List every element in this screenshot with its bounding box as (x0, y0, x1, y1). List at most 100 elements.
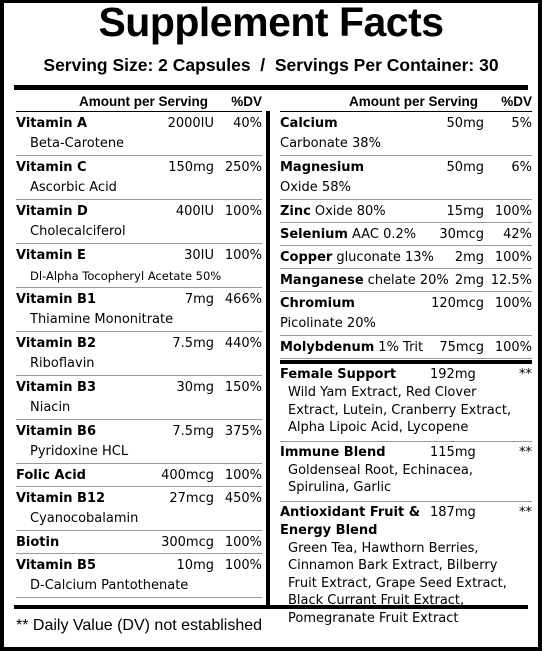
nutrient-line: Vitamin E 30IU 100% (16, 246, 262, 265)
blend-amount: 187mg (430, 504, 476, 520)
nutrient-name: Vitamin E (16, 248, 86, 263)
nutrient-row: Vitamin E 30IU 100% Dl-Alpha Tocopheryl Ace… (16, 244, 262, 288)
amount: 300mcg (161, 535, 214, 550)
blend-header: Antioxidant Fruit & Energy Blend 187mg ** (280, 504, 532, 540)
serving-info: Serving Size: 2 Capsules / Servings Per … (43, 55, 499, 75)
blend-dv: ** (519, 367, 532, 382)
nutrient-line: Vitamin B2 7.5mg 440% (16, 334, 262, 353)
column-header: Amount per Serving %DV (280, 91, 532, 112)
blend-amount: 192mg (430, 367, 476, 382)
daily-value: 12.5% (490, 273, 532, 288)
amount: 50mg (446, 116, 484, 131)
nutrient-name: Folic Acid (16, 468, 86, 483)
nutrient-name: Vitamin D (16, 204, 88, 219)
amount: 7.5mg (172, 424, 214, 439)
nutrient-row: Vitamin A 2000IU 40% Beta-Carotene (16, 112, 262, 156)
daily-value: 375% (224, 424, 262, 439)
daily-value: 100% (224, 248, 262, 263)
blend-name: Antioxidant Fruit & Energy Blend (280, 504, 421, 538)
blend-ingredients: Goldenseal Root, Echinacea, Spirulina, G… (288, 462, 473, 496)
nutrient-row: Vitamin C 150mg 250% Ascorbic Acid (16, 156, 262, 200)
divider (14, 605, 528, 609)
nutrient-detail: 1% Trit (378, 340, 424, 355)
blend: Female Support 192mg ** Wild Yam Extract, R… (280, 364, 532, 442)
right-column: Amount per Serving %DV Calcium 50mg 5% Carbon… (280, 91, 532, 631)
amount: 15mg (446, 204, 484, 219)
nutrient-name: Vitamin B1 (16, 292, 97, 307)
amount: 10mg (176, 558, 214, 573)
nutrient-row: Manganese chelate 20% 2mg 12.5% (280, 269, 532, 292)
nutrient-row: Copper gluconate 13% 2mg 100% (280, 246, 532, 269)
nutrient-row: Biotin 300mcg 100% (16, 531, 262, 554)
header-amount: Amount per Serving (78, 93, 208, 109)
amount: 150mg (168, 160, 214, 175)
amount: 7mg (184, 292, 214, 307)
nutrient-line: Vitamin B1 7mg 466% (16, 290, 262, 309)
nutrient-source: Pyridoxine HCL (30, 444, 129, 459)
nutrient-name: Vitamin B2 (16, 336, 97, 351)
nutrient-row: Vitamin B12 27mcg 450% Cyanocobalamin (16, 487, 262, 531)
blend-dv: ** (519, 444, 532, 460)
nutrient-detail: AAC 0.2% (351, 227, 417, 242)
nutrient-name: Vitamin A (16, 116, 88, 131)
nutrient-detail: Oxide 80% (314, 204, 386, 219)
nutrient-line: Biotin 300mcg 100% (16, 533, 262, 552)
amount: 400IU (175, 204, 214, 219)
nutrient-source: Dl-Alpha Tocopheryl Acetate 50% (30, 268, 222, 283)
nutrient-row: Folic Acid 400mcg 100% (16, 464, 262, 487)
column-header: Amount per Serving %DV (16, 91, 262, 112)
daily-value: 5% (511, 116, 532, 131)
nutrient-source: Cholecalciferol (30, 224, 126, 239)
daily-value: 100% (494, 296, 532, 311)
divider (280, 360, 532, 364)
amount: 2000IU (167, 116, 214, 131)
footnote: ** Daily Value (DV) not established (16, 617, 263, 634)
header-dv: %DV (231, 93, 262, 109)
nutrient-row: Vitamin B6 7.5mg 375% Pyridoxine HCL (16, 420, 262, 464)
nutrient-name: Selenium (280, 227, 348, 242)
nutrient-name: Calcium (280, 116, 338, 131)
nutrient-source: Riboflavin (30, 356, 95, 371)
daily-value: 100% (494, 204, 532, 219)
nutrient-line: Selenium AAC 0.2% 30mcg 42% (280, 225, 532, 244)
nutrient-name: Magnesium (280, 160, 365, 175)
nutrient-row: Vitamin B5 10mg 100% D-Calcium Pantothenate (16, 554, 262, 598)
daily-value: 450% (224, 491, 262, 506)
header-amount: Amount per Serving (348, 93, 478, 109)
nutrient-row: Magnesium 50mg 6% Oxide 58% (280, 156, 532, 200)
nutrient-name: Vitamin B12 (16, 491, 106, 506)
nutrient-source: Beta-Carotene (30, 136, 125, 151)
daily-value: 100% (494, 340, 532, 355)
nutrient-line: Vitamin B6 7.5mg 375% (16, 422, 262, 441)
left-column: Amount per Serving %DV Vitamin A 2000IU 40% B… (16, 91, 262, 598)
daily-value: 250% (224, 160, 262, 175)
nutrient-line: Manganese chelate 20% 2mg 12.5% (280, 271, 532, 290)
daily-value: 100% (224, 204, 262, 219)
nutrient-line: Molybdenum 1% Trit 75mcg 100% (280, 338, 532, 357)
daily-value: 40% (233, 116, 262, 131)
blend: Immune Blend 115mg ** Goldenseal Root, Echi… (280, 442, 532, 502)
amount: 30mcg (439, 227, 484, 242)
nutrient-line: Vitamin A 2000IU 40% (16, 114, 262, 133)
nutrient-line: Vitamin B12 27mcg 450% (16, 489, 262, 508)
amount: 120mcg (431, 296, 484, 311)
blend: Antioxidant Fruit & Energy Blend 187mg ** G… (280, 502, 532, 632)
nutrient-row: Selenium AAC 0.2% 30mcg 42% (280, 223, 532, 246)
daily-value: 100% (494, 250, 532, 265)
amount: 2mg (454, 250, 484, 265)
amount: 75mcg (439, 340, 484, 355)
nutrient-line: Chromium 120mcg 100% (280, 294, 532, 313)
nutrient-source: Picolinate 20% (280, 316, 376, 331)
title: Supplement Facts (98, 0, 444, 45)
amount: 7.5mg (172, 336, 214, 351)
daily-value: 6% (511, 160, 532, 175)
nutrient-row: Vitamin D 400IU 100% Cholecalciferol (16, 200, 262, 244)
nutrient-line: Folic Acid 400mcg 100% (16, 466, 262, 485)
nutrient-name: Molybdenum (280, 340, 375, 355)
nutrient-name: Vitamin B6 (16, 424, 97, 439)
daily-value: 150% (224, 380, 262, 395)
nutrient-line: Vitamin B3 30mg 150% (16, 378, 262, 397)
nutrient-line: Vitamin C 150mg 250% (16, 158, 262, 177)
